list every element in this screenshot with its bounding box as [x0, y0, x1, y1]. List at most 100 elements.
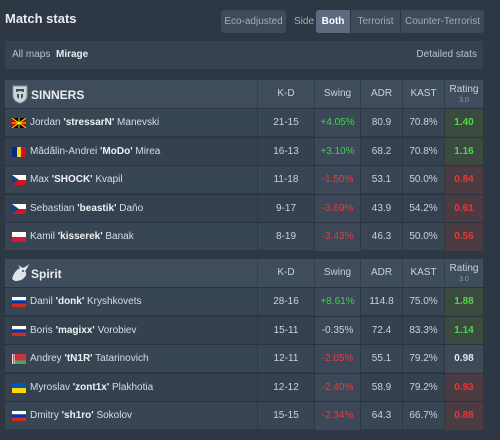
player-first-name: Myroslav — [30, 381, 71, 393]
player-row[interactable]: Boris 'magixx' Vorobiev 15-11 -0.35% 72.4 83… — [5, 315, 483, 345]
player-name-link[interactable]: Jordan 'stressarN' Manevski — [30, 117, 159, 128]
player-row[interactable]: Max 'SHOCK' Kvapil 11-18 -1.50% 53.1 50.0% 0.… — [5, 165, 483, 195]
player-name-link[interactable]: Myroslav 'zont1x' Plakhotia — [30, 382, 153, 393]
player-row[interactable]: Danil 'donk' Kryshkovets 28-16 +8.61% 114.8… — [5, 287, 483, 316]
czech-flag-icon — [12, 175, 26, 186]
russia-flag-icon — [12, 411, 26, 422]
kd-value: 15-11 — [257, 316, 314, 345]
kd-value: 12-11 — [257, 345, 314, 374]
player-first-name: Danil — [30, 296, 53, 307]
kast-value: 75.0% — [402, 288, 444, 316]
adr-value: 114.8 — [360, 288, 402, 316]
swing-value: +3.10% — [314, 137, 360, 166]
column-header-swing[interactable]: Swing — [314, 80, 360, 108]
side-tab-both[interactable]: Both — [316, 10, 350, 33]
player-name-link[interactable]: Danil 'donk' Kryshkovets — [30, 296, 141, 307]
player-name-link[interactable]: Boris 'magixx' Vorobiev — [30, 325, 137, 336]
spirit-logo-icon — [12, 264, 29, 281]
player-row[interactable]: Jordan 'stressarN' Manevski 21-15 +4.05% 80… — [5, 108, 483, 137]
player-row[interactable]: Myroslav 'zont1x' Plakhotia 12-12 -2.40% 58… — [5, 372, 483, 402]
player-row[interactable]: Sebastian 'beastik' Daňo 9-17 -3.69% 43.9 54… — [5, 193, 483, 223]
rating-label: Rating — [449, 263, 479, 274]
rating-value: 1.88 — [444, 288, 483, 316]
player-nickname: 'zont1x' — [72, 381, 110, 393]
kast-value: 79.2% — [402, 345, 444, 374]
player-row[interactable]: Dmitry 'sh1ro' Sokolov 15-15 -2.34% 64.3 66.… — [5, 401, 483, 431]
swing-value: -2.40% — [314, 373, 360, 402]
column-header-swing[interactable]: Swing — [314, 259, 360, 287]
north-macedonia-flag-icon — [12, 118, 26, 128]
belarus-flag-icon — [12, 354, 26, 365]
player-nickname: 'kisserek' — [57, 231, 103, 243]
player-name-link[interactable]: Max 'SHOCK' Kvapil — [30, 174, 123, 185]
adr-value: 64.3 — [360, 402, 402, 431]
player-name-link[interactable]: Sebastian 'beastik' Daňo — [30, 203, 143, 214]
kast-value: 50.0% — [402, 166, 444, 195]
rating-label: Rating — [449, 84, 479, 95]
eco-adjusted-toggle[interactable]: Eco-adjusted — [221, 10, 286, 33]
team-header: SINNERS K-D Swing ADR KAST Rating 3.0 — [5, 80, 483, 108]
kast-value: 50.0% — [402, 223, 444, 252]
rating-version: 3.0 — [459, 97, 469, 104]
kd-value: 8-19 — [257, 223, 314, 252]
column-header-adr[interactable]: ADR — [360, 259, 402, 287]
ukraine-flag-icon — [12, 382, 26, 393]
player-last-name: Banak — [105, 231, 134, 243]
adr-value: 58.9 — [360, 373, 402, 402]
map-tab-all-maps[interactable]: All maps — [12, 49, 51, 60]
column-header-kast[interactable]: KAST — [402, 259, 444, 287]
player-name-link[interactable]: Dmitry 'sh1ro' Sokolov — [30, 410, 132, 421]
column-header-kast[interactable]: KAST — [402, 80, 444, 108]
rating-value: 0.61 — [444, 194, 483, 223]
player-name-link[interactable]: Mădălin-Andrei 'MoDo' Mirea — [30, 146, 160, 157]
kast-value: 54.2% — [402, 194, 444, 223]
swing-value: -3.69% — [314, 194, 360, 223]
player-nickname: 'beastik' — [77, 202, 117, 214]
player-last-name: Sokolov — [96, 410, 133, 422]
rating-value: 0.93 — [444, 373, 483, 402]
player-first-name: Sebastian — [30, 202, 75, 214]
player-nickname: 'donk' — [55, 296, 85, 307]
player-row[interactable]: Mădălin-Andrei 'MoDo' Mirea 16-13 +3.10% 68… — [5, 136, 483, 166]
side-label: Side — [294, 16, 315, 27]
rating-value: 1.14 — [444, 316, 483, 345]
side-selector: Both Terrorist Counter-Terrorist — [316, 10, 484, 33]
swing-value: -0.35% — [314, 316, 360, 345]
column-header-rating[interactable]: Rating 3.0 — [444, 80, 483, 108]
player-first-name: Kamil — [30, 231, 56, 243]
player-nickname: 'SHOCK' — [51, 174, 93, 186]
team-table-spirit: Spirit K-D Swing ADR KAST Rating 3.0 Dan… — [5, 259, 483, 431]
player-name-link[interactable]: Kamil 'kisserek' Banak — [30, 231, 134, 242]
sinners-logo-icon — [12, 85, 28, 104]
column-header-rating[interactable]: Rating 3.0 — [444, 259, 483, 287]
player-first-name: Jordan — [30, 117, 61, 128]
russia-flag-icon — [12, 325, 26, 336]
player-first-name: Max — [30, 174, 49, 186]
team-header: Spirit K-D Swing ADR KAST Rating 3.0 — [5, 259, 483, 287]
player-nickname: 'magixx' — [55, 324, 95, 336]
player-row[interactable]: Kamil 'kisserek' Banak 8-19 -3.43% 46.3 50.0… — [5, 222, 483, 252]
map-tab-mirage[interactable]: Mirage — [56, 49, 89, 60]
adr-value: 46.3 — [360, 223, 402, 252]
player-nickname: 'sh1ro' — [61, 410, 94, 422]
player-name-link[interactable]: Andrey 'tN1R' Tatarinovich — [30, 353, 149, 364]
column-header-adr[interactable]: ADR — [360, 80, 402, 108]
romania-flag-icon — [12, 146, 26, 157]
swing-value: +8.61% — [314, 288, 360, 316]
swing-value: +4.05% — [314, 109, 360, 137]
rating-value: 0.84 — [444, 166, 483, 195]
player-last-name: Kryshkovets — [87, 296, 142, 307]
side-tab-terrorist[interactable]: Terrorist — [350, 10, 400, 33]
kast-value: 70.8% — [402, 109, 444, 137]
team-name: Spirit — [31, 267, 62, 281]
side-tab-counter-terrorist[interactable]: Counter-Terrorist — [400, 10, 484, 33]
column-header-kd[interactable]: K-D — [257, 259, 314, 287]
player-first-name: Andrey — [30, 353, 62, 365]
player-last-name: Daňo — [119, 202, 144, 214]
kd-value: 21-15 — [257, 109, 314, 137]
kd-value: 28-16 — [257, 288, 314, 316]
detailed-stats-link[interactable]: Detailed stats — [416, 49, 477, 60]
swing-value: -2.05% — [314, 345, 360, 374]
column-header-kd[interactable]: K-D — [257, 80, 314, 108]
player-row[interactable]: Andrey 'tN1R' Tatarinovich 12-11 -2.05% 55.… — [5, 344, 483, 374]
